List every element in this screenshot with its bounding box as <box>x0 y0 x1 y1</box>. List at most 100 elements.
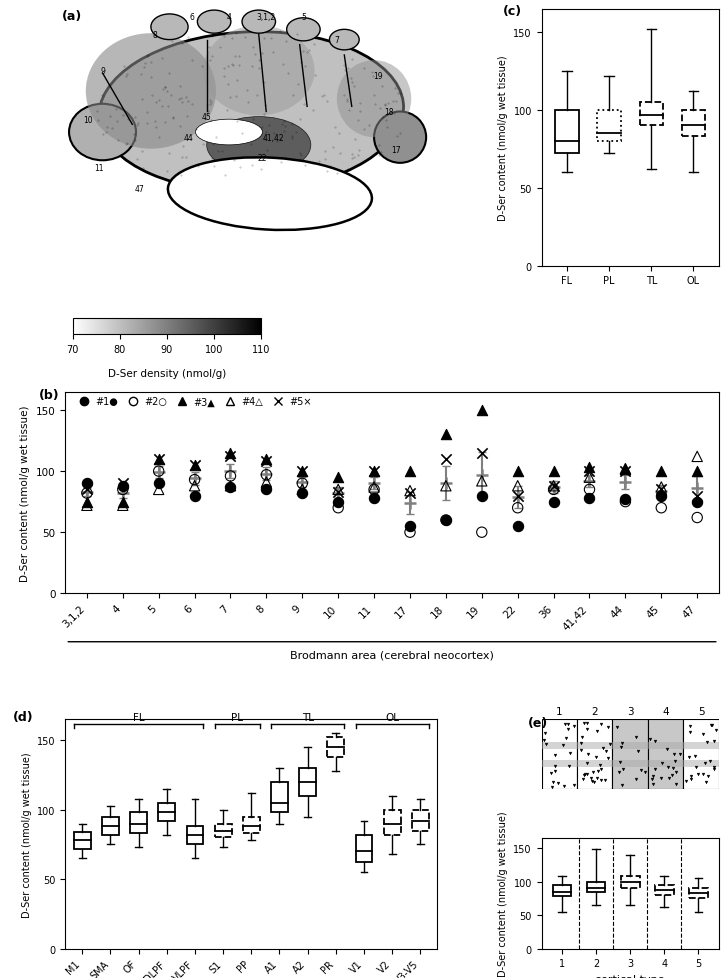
Bar <box>384 810 401 835</box>
Text: 4: 4 <box>662 707 669 717</box>
Point <box>604 736 616 752</box>
Point <box>656 464 667 479</box>
Bar <box>597 111 621 142</box>
Point <box>587 765 599 780</box>
Text: Brodmann area (cerebral neocortex): Brodmann area (cerebral neocortex) <box>290 650 494 660</box>
Ellipse shape <box>99 32 404 192</box>
Point <box>81 482 93 498</box>
Text: 41,42: 41,42 <box>263 134 285 143</box>
Point <box>117 482 129 498</box>
Point <box>584 469 595 485</box>
Point <box>440 452 452 467</box>
Point <box>548 482 560 498</box>
Point <box>576 735 587 751</box>
Y-axis label: D-Ser content (nmol/g wet tissue): D-Ser content (nmol/g wet tissue) <box>22 751 31 917</box>
Point <box>153 452 165 467</box>
Point <box>568 719 579 734</box>
Point <box>595 773 607 788</box>
Point <box>702 769 714 784</box>
Point <box>691 494 703 510</box>
Point <box>560 730 572 745</box>
Point <box>692 766 703 781</box>
Point <box>562 722 574 737</box>
Text: 47: 47 <box>135 185 144 194</box>
Legend: #1●, #2○, #3▲, #4△, #5×: #1●, #2○, #3▲, #4△, #5× <box>70 393 316 411</box>
Point <box>333 501 344 516</box>
Point <box>661 741 673 757</box>
Bar <box>648 720 683 788</box>
Point <box>550 748 561 764</box>
Text: 6: 6 <box>189 13 195 22</box>
Text: (b): (b) <box>39 388 60 401</box>
Point <box>691 511 703 526</box>
Y-axis label: D-Ser content (nmol/g wet tissue): D-Ser content (nmol/g wet tissue) <box>20 405 30 581</box>
Text: 11: 11 <box>94 164 104 173</box>
Point <box>591 770 603 785</box>
Ellipse shape <box>197 11 231 34</box>
Ellipse shape <box>86 34 216 150</box>
Point <box>81 498 93 513</box>
Point <box>592 764 604 779</box>
Ellipse shape <box>168 158 372 231</box>
Point <box>224 468 236 484</box>
Bar <box>655 885 674 895</box>
Point <box>684 719 696 734</box>
Point <box>584 482 595 498</box>
Text: 18: 18 <box>384 108 393 116</box>
Point <box>595 762 607 778</box>
Point <box>189 472 200 488</box>
Point <box>595 757 606 773</box>
Point <box>576 742 587 758</box>
Point <box>584 491 595 507</box>
Point <box>635 763 647 778</box>
Point <box>189 458 200 473</box>
Point <box>585 771 597 786</box>
Text: 10: 10 <box>83 115 92 124</box>
Point <box>224 449 236 465</box>
Point <box>701 775 712 790</box>
Point <box>296 476 308 492</box>
Point <box>153 452 165 467</box>
Bar <box>682 111 705 137</box>
Point <box>476 445 488 461</box>
Y-axis label: D-Ser content (nmol/g wet tissue): D-Ser content (nmol/g wet tissue) <box>498 56 508 221</box>
Point <box>668 746 680 762</box>
Point <box>614 755 626 771</box>
Point <box>476 525 488 541</box>
Point <box>476 473 488 489</box>
Point <box>545 765 557 780</box>
Point <box>603 750 614 766</box>
Text: PL: PL <box>231 712 243 723</box>
Point <box>333 469 344 485</box>
Point <box>548 478 560 494</box>
Bar <box>542 742 719 749</box>
Text: D-Ser density (nmol/g): D-Ser density (nmol/g) <box>108 369 226 378</box>
Text: TL: TL <box>302 712 314 723</box>
Bar <box>577 720 613 788</box>
Point <box>440 512 452 528</box>
Text: 22: 22 <box>258 155 267 163</box>
Point <box>708 734 719 749</box>
Point <box>189 478 200 494</box>
Point <box>630 730 642 745</box>
Text: 9: 9 <box>100 67 105 76</box>
Point <box>619 494 631 510</box>
Point <box>597 740 609 756</box>
Point <box>440 478 452 494</box>
Point <box>706 718 717 734</box>
Point <box>404 483 416 499</box>
Bar <box>552 885 571 897</box>
Point <box>117 476 129 492</box>
Ellipse shape <box>207 117 311 174</box>
Ellipse shape <box>195 120 263 146</box>
Point <box>669 753 681 769</box>
Text: 7: 7 <box>335 36 339 45</box>
Point <box>664 771 675 786</box>
Point <box>617 761 629 777</box>
Bar <box>102 817 119 835</box>
Text: 2: 2 <box>592 707 598 717</box>
Point <box>649 734 661 749</box>
Point <box>578 716 590 732</box>
Point <box>646 772 658 787</box>
Bar <box>689 888 708 898</box>
